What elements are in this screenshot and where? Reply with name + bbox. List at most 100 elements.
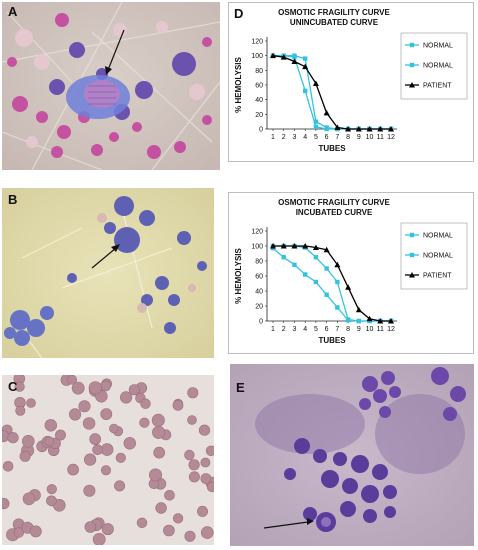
data-point: [324, 266, 329, 271]
panel-label-e: E: [236, 380, 245, 395]
red-blood-cell: [2, 461, 14, 472]
data-point: [280, 243, 287, 249]
red-blood-cell: [109, 423, 119, 434]
red-blood-cell: [151, 413, 165, 427]
red-blood-cell: [19, 450, 31, 462]
chart-unincubated: OSMOTIC FRAGILITY CURVE UNINCUBATED CURVE…: [228, 2, 474, 162]
red-blood-cell: [149, 468, 163, 482]
arrow-icon: [105, 29, 125, 75]
y-tick-label: 20: [255, 304, 263, 311]
data-point: [313, 119, 319, 124]
red-blood-cell: [44, 436, 55, 447]
data-point: [335, 305, 340, 310]
x-tick-label: 1: [271, 134, 275, 141]
x-tick-label: 4: [303, 134, 307, 141]
x-tick-label: 9: [357, 134, 361, 141]
x-tick-label: 2: [282, 326, 286, 333]
y-tick-label: 40: [255, 289, 263, 296]
red-blood-cell: [84, 521, 97, 533]
x-tick-label: 11: [377, 134, 384, 141]
panel-label-c: C: [8, 379, 18, 394]
legend-marker: [409, 232, 415, 238]
chart-incubated: OSMOTIC FRAGILITY CURVE INCUBATED CURVE 0 2…: [228, 192, 474, 354]
red-blood-cell: [2, 498, 10, 510]
red-blood-cell: [200, 473, 212, 484]
red-blood-cell: [163, 524, 175, 537]
data-point: [377, 318, 384, 324]
red-blood-cell: [188, 459, 200, 471]
red-blood-cell: [200, 457, 211, 468]
arrow-icon: [263, 518, 314, 529]
data-point: [334, 261, 341, 268]
red-blood-cell: [128, 384, 140, 396]
red-blood-cell: [184, 449, 195, 461]
legend-marker: [409, 62, 415, 68]
red-blood-cell: [153, 446, 165, 459]
data-point: [323, 246, 330, 253]
red-blood-cell: [89, 433, 101, 445]
micrograph-a: [2, 2, 220, 170]
red-blood-cell: [101, 523, 114, 536]
x-tick-label: 10: [366, 134, 374, 141]
chart-title: OSMOTIC FRAGILITY CURVE: [278, 8, 390, 17]
red-blood-cell: [7, 432, 19, 444]
data-point: [355, 306, 362, 313]
legend-label: NORMAL: [423, 253, 453, 260]
legend-label: NORMAL: [423, 63, 453, 70]
x-tick-label: 5: [314, 134, 318, 141]
x-tick-label: 7: [335, 326, 339, 333]
data-point: [388, 126, 394, 132]
red-blood-cell: [71, 381, 85, 395]
red-blood-cell: [15, 405, 26, 416]
data-point: [312, 80, 319, 87]
data-point: [324, 292, 329, 297]
x-axis-label: TUBES: [318, 144, 346, 153]
legend-marker: [409, 272, 415, 278]
y-tick-label: 80: [255, 68, 263, 75]
red-blood-cell: [82, 417, 96, 430]
data-point: [356, 318, 362, 324]
x-tick-label: 12: [387, 134, 395, 141]
data-point: [302, 88, 308, 94]
y-tick-label: 80: [255, 259, 263, 266]
red-blood-cell: [22, 492, 36, 506]
panel-label-b: B: [8, 192, 18, 207]
legend-label: PATIENT: [423, 83, 452, 90]
y-tick-label: 0: [259, 127, 263, 134]
red-blood-cell: [197, 505, 209, 517]
legend-label: PATIENT: [423, 273, 452, 280]
data-point: [323, 109, 330, 116]
y-tick-label: 100: [251, 53, 263, 60]
red-blood-cell: [187, 415, 197, 425]
series-line-2: [273, 55, 391, 130]
red-blood-cell: [100, 408, 113, 420]
data-point: [366, 315, 373, 322]
data-point: [302, 243, 309, 249]
red-blood-cell: [100, 380, 111, 392]
chart-subtitle: UNINCUBATED CURVE: [290, 18, 379, 27]
data-point: [270, 243, 276, 249]
series-line-1: [272, 247, 391, 322]
data-point: [366, 126, 373, 132]
panel-label-a: A: [8, 4, 18, 19]
red-blood-cell: [83, 453, 97, 466]
red-blood-cell: [55, 429, 66, 441]
red-blood-cell: [201, 526, 214, 539]
y-tick-label: 120: [251, 229, 263, 236]
x-tick-label: 5: [314, 326, 318, 333]
y-tick-label: 20: [255, 112, 263, 119]
data-point: [355, 126, 362, 132]
red-blood-cell: [164, 490, 175, 501]
x-tick-label: 9: [357, 326, 361, 333]
red-blood-cell: [101, 465, 112, 476]
legend-marker: [409, 82, 415, 88]
y-tick-label: 120: [251, 39, 263, 46]
series-line-3: [272, 55, 391, 130]
red-blood-cell: [68, 408, 82, 421]
red-blood-cell: [115, 452, 126, 463]
legend-label: NORMAL: [423, 233, 453, 240]
y-tick-label: 60: [255, 274, 263, 281]
x-tick-label: 1: [271, 326, 275, 333]
y-tick-label: 0: [259, 319, 263, 326]
data-point: [302, 63, 309, 70]
